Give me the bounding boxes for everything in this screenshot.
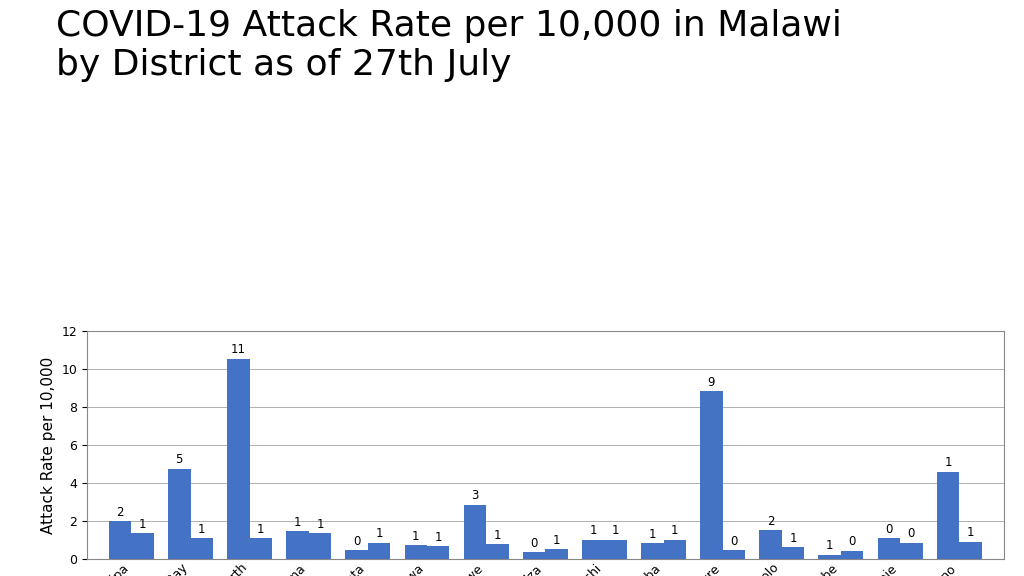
Bar bbox=[664, 540, 686, 559]
Bar bbox=[368, 543, 390, 559]
Bar bbox=[604, 540, 627, 559]
Bar bbox=[959, 541, 982, 559]
Text: 1: 1 bbox=[826, 539, 834, 552]
Bar bbox=[937, 472, 959, 559]
Text: 1: 1 bbox=[590, 525, 597, 537]
Text: 1: 1 bbox=[944, 456, 951, 469]
Bar bbox=[900, 543, 923, 559]
Bar bbox=[250, 538, 272, 559]
Text: 1: 1 bbox=[139, 518, 146, 531]
Text: 1: 1 bbox=[376, 528, 383, 540]
Bar bbox=[427, 547, 450, 559]
Text: 2: 2 bbox=[767, 515, 774, 528]
Text: 9: 9 bbox=[708, 376, 715, 389]
Bar bbox=[781, 547, 804, 559]
Y-axis label: Attack Rate per 10,000: Attack Rate per 10,000 bbox=[41, 357, 56, 533]
Text: 1: 1 bbox=[294, 516, 301, 529]
Text: 1: 1 bbox=[412, 530, 420, 543]
Text: 5: 5 bbox=[175, 453, 183, 467]
Bar bbox=[109, 521, 131, 559]
Bar bbox=[878, 538, 900, 559]
Text: 0: 0 bbox=[885, 522, 893, 536]
Text: 1: 1 bbox=[790, 532, 797, 545]
Bar bbox=[760, 530, 781, 559]
Bar bbox=[404, 545, 427, 559]
Text: 1: 1 bbox=[494, 529, 501, 541]
Bar bbox=[227, 359, 250, 559]
Bar bbox=[841, 551, 863, 559]
Text: 1: 1 bbox=[553, 533, 560, 547]
Bar bbox=[700, 392, 723, 559]
Bar bbox=[464, 505, 486, 559]
Text: 1: 1 bbox=[434, 531, 442, 544]
Bar bbox=[641, 543, 664, 559]
Bar bbox=[190, 538, 213, 559]
Bar bbox=[168, 469, 190, 559]
Text: 2: 2 bbox=[117, 506, 124, 518]
Text: 1: 1 bbox=[967, 526, 974, 539]
Text: 0: 0 bbox=[353, 535, 360, 548]
Bar bbox=[523, 552, 545, 559]
Text: 1: 1 bbox=[198, 522, 206, 536]
Text: COVID-19 Attack Rate per 10,000 in Malawi
by District as of 27th July: COVID-19 Attack Rate per 10,000 in Malaw… bbox=[56, 9, 842, 82]
Bar bbox=[287, 531, 309, 559]
Bar bbox=[131, 533, 154, 559]
Bar bbox=[818, 555, 841, 559]
Text: 3: 3 bbox=[471, 490, 478, 502]
Text: 11: 11 bbox=[230, 343, 246, 357]
Bar bbox=[486, 544, 509, 559]
Text: 0: 0 bbox=[730, 535, 737, 548]
Text: 1: 1 bbox=[671, 525, 679, 537]
Text: 1: 1 bbox=[257, 522, 264, 536]
Text: 1: 1 bbox=[612, 525, 620, 537]
Text: 0: 0 bbox=[849, 536, 856, 548]
Bar bbox=[723, 550, 745, 559]
Text: 0: 0 bbox=[530, 537, 538, 550]
Text: 1: 1 bbox=[648, 528, 656, 541]
Bar bbox=[582, 540, 604, 559]
Text: 0: 0 bbox=[907, 528, 915, 540]
Text: 1: 1 bbox=[316, 518, 324, 531]
Bar bbox=[345, 550, 368, 559]
Bar bbox=[545, 549, 567, 559]
Bar bbox=[309, 533, 331, 559]
